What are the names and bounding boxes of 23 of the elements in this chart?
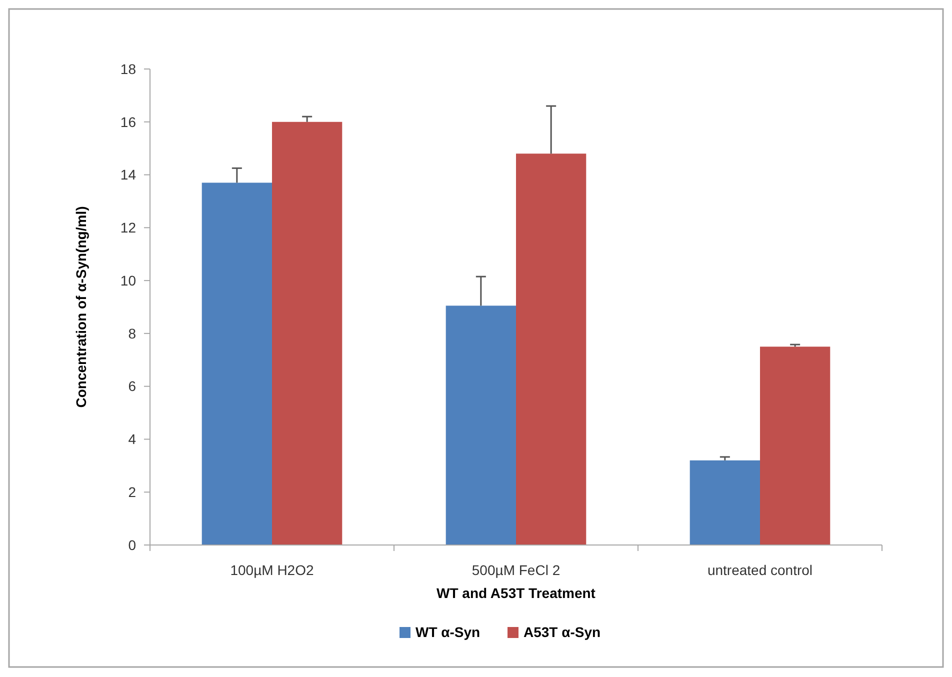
legend-label: WT α-Syn (416, 624, 480, 640)
y-tick-label: 12 (120, 220, 136, 236)
y-tick-label: 8 (128, 325, 136, 342)
bar (202, 182, 272, 545)
y-tick-label: 4 (128, 431, 136, 448)
y-tick-label: 18 (120, 60, 136, 77)
bar (516, 154, 586, 545)
x-tick-label: 500µM FeCl 2 (472, 562, 560, 578)
x-tick-label: untreated control (707, 562, 813, 578)
y-tick-label: 6 (128, 378, 136, 394)
bar (760, 346, 830, 545)
legend-label: A53T α-Syn (524, 624, 601, 640)
y-tick-label: 0 (128, 536, 136, 553)
y-tick-label: 16 (120, 114, 136, 130)
bar (446, 306, 516, 545)
y-axis-title: Concentration of α-Syn(ng/ml) (73, 206, 89, 408)
bar (690, 460, 760, 545)
y-tick-label: 2 (128, 484, 136, 500)
bar (272, 122, 342, 545)
x-axis-title: WT and A53T Treatment (436, 585, 596, 601)
y-tick-label: 10 (120, 272, 136, 288)
x-tick-label: 100µM H2O2 (230, 562, 314, 578)
y-tick-label: 14 (120, 166, 136, 183)
